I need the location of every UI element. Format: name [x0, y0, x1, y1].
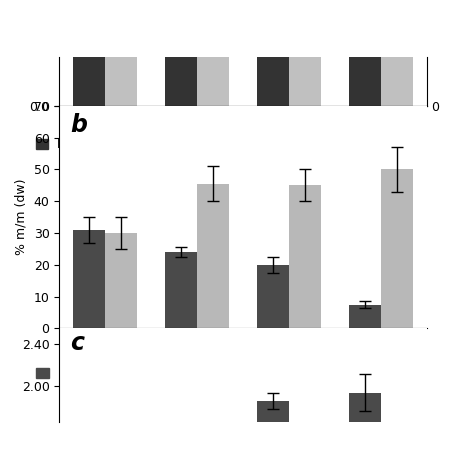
Bar	[381, 169, 413, 328]
Legend: Biomass Concentration, Biomass Productivity: Biomass Concentration, Biomass Productiv…	[36, 138, 348, 151]
Bar	[197, 184, 229, 328]
Bar	[257, 265, 289, 328]
Bar	[73, 0, 105, 106]
Text: b: b	[70, 112, 87, 137]
Bar	[381, 0, 413, 106]
Bar	[257, 401, 289, 474]
Bar	[348, 0, 381, 106]
Bar	[197, 0, 229, 106]
Bar	[348, 393, 381, 474]
Bar	[165, 252, 197, 328]
Y-axis label: % m/m (dw): % m/m (dw)	[15, 179, 28, 255]
Bar	[105, 233, 137, 328]
Legend: Lipids, Proteins: Lipids, Proteins	[36, 367, 178, 380]
Bar	[348, 305, 381, 328]
Bar	[165, 0, 197, 106]
Bar	[105, 0, 137, 106]
Bar	[289, 185, 321, 328]
Bar	[257, 0, 289, 106]
Text: c: c	[70, 331, 84, 355]
Bar	[73, 230, 105, 328]
Bar	[289, 0, 321, 106]
